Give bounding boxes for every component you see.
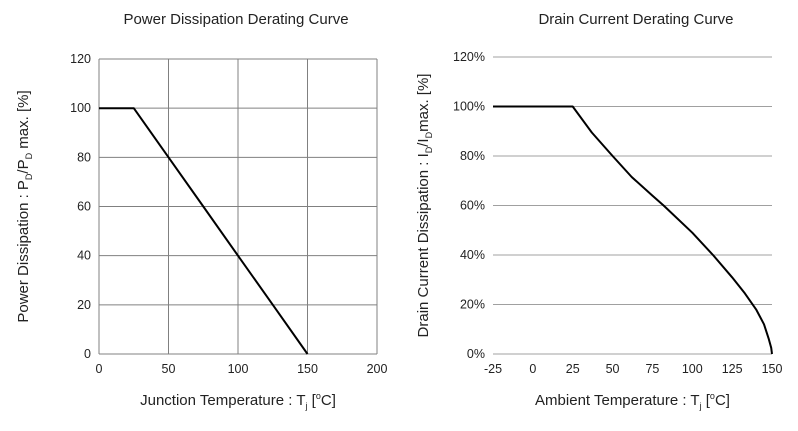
chart-title: Drain Current Derating Curve bbox=[538, 11, 733, 28]
x-label-text: [ bbox=[308, 392, 317, 409]
y-tick-label: 120 bbox=[70, 52, 91, 66]
x-tick-label: 50 bbox=[162, 362, 176, 376]
x-tick-label: 0 bbox=[96, 362, 103, 376]
y-axis-label: Drain Current Dissipation : ID/IDmax. [%… bbox=[415, 74, 434, 338]
y-label-subscript: D bbox=[24, 152, 34, 159]
chart-title: Power Dissipation Derating Curve bbox=[123, 11, 348, 28]
x-label-superscript: o bbox=[316, 391, 321, 401]
y-tick-label: 120% bbox=[453, 50, 485, 64]
x-tick-label: 100 bbox=[682, 362, 703, 376]
y-tick-label: 0 bbox=[84, 347, 91, 361]
x-tick-label: 100 bbox=[228, 362, 249, 376]
y-tick-label: 80 bbox=[77, 150, 91, 164]
x-label-superscript: o bbox=[710, 391, 715, 401]
y-tick-label: 80% bbox=[460, 149, 485, 163]
x-axis-label: Ambient Temperature : Tj [oC] bbox=[535, 391, 730, 411]
y-label-text: max. [%] bbox=[415, 74, 432, 132]
y-tick-label: 40 bbox=[77, 249, 91, 263]
y-tick-label: 20% bbox=[460, 298, 485, 312]
x-label-text: Ambient Temperature : T bbox=[535, 392, 700, 409]
y-label-text: /P bbox=[15, 159, 32, 173]
x-tick-label: 150 bbox=[762, 362, 783, 376]
x-label-text: [ bbox=[702, 392, 711, 409]
x-tick-label: 75 bbox=[645, 362, 659, 376]
x-tick-label: 50 bbox=[606, 362, 620, 376]
y-tick-label: 100 bbox=[70, 101, 91, 115]
x-tick-label: 25 bbox=[566, 362, 580, 376]
x-tick-label: 0 bbox=[529, 362, 536, 376]
x-label-subscript: j bbox=[699, 401, 702, 411]
derating-curve bbox=[493, 105, 773, 355]
y-tick-label: 20 bbox=[77, 298, 91, 312]
y-label-subscript: D bbox=[24, 173, 34, 180]
y-label-text: Drain Current Dissipation : I bbox=[415, 153, 432, 337]
x-tick-label: 125 bbox=[722, 362, 743, 376]
y-axis-label: Power Dissipation : PD/PD max. [%] bbox=[15, 90, 34, 322]
x-axis-label: Junction Temperature : Tj [oC] bbox=[140, 391, 336, 411]
x-label-text: C] bbox=[715, 392, 730, 409]
y-label-text: /I bbox=[415, 138, 432, 146]
y-label-text: Power Dissipation : P bbox=[15, 180, 32, 323]
y-tick-label: 60 bbox=[77, 200, 91, 214]
y-tick-label: 100% bbox=[453, 100, 485, 114]
y-tick-label: 40% bbox=[460, 248, 485, 262]
y-tick-label: 60% bbox=[460, 199, 485, 213]
chart-2: Drain Current Derating Curve 0% 20% 40% 60% 8… bbox=[415, 11, 782, 411]
y-tick-label: 0% bbox=[467, 347, 485, 361]
x-tick-label: 150 bbox=[297, 362, 318, 376]
x-label-text: Junction Temperature : T bbox=[140, 392, 305, 409]
chart-1: Power Dissipation Derating Curve 0 20 40 60 8… bbox=[15, 11, 387, 411]
derating-curve bbox=[99, 107, 309, 355]
x-label-subscript: j bbox=[305, 401, 308, 411]
x-label-text: C] bbox=[321, 392, 336, 409]
y-label-subscript: D bbox=[424, 131, 434, 138]
y-label-subscript: D bbox=[424, 146, 434, 153]
x-tick-label: 200 bbox=[367, 362, 388, 376]
x-tick-label: -25 bbox=[484, 362, 502, 376]
y-label-text: max. [%] bbox=[15, 90, 32, 153]
